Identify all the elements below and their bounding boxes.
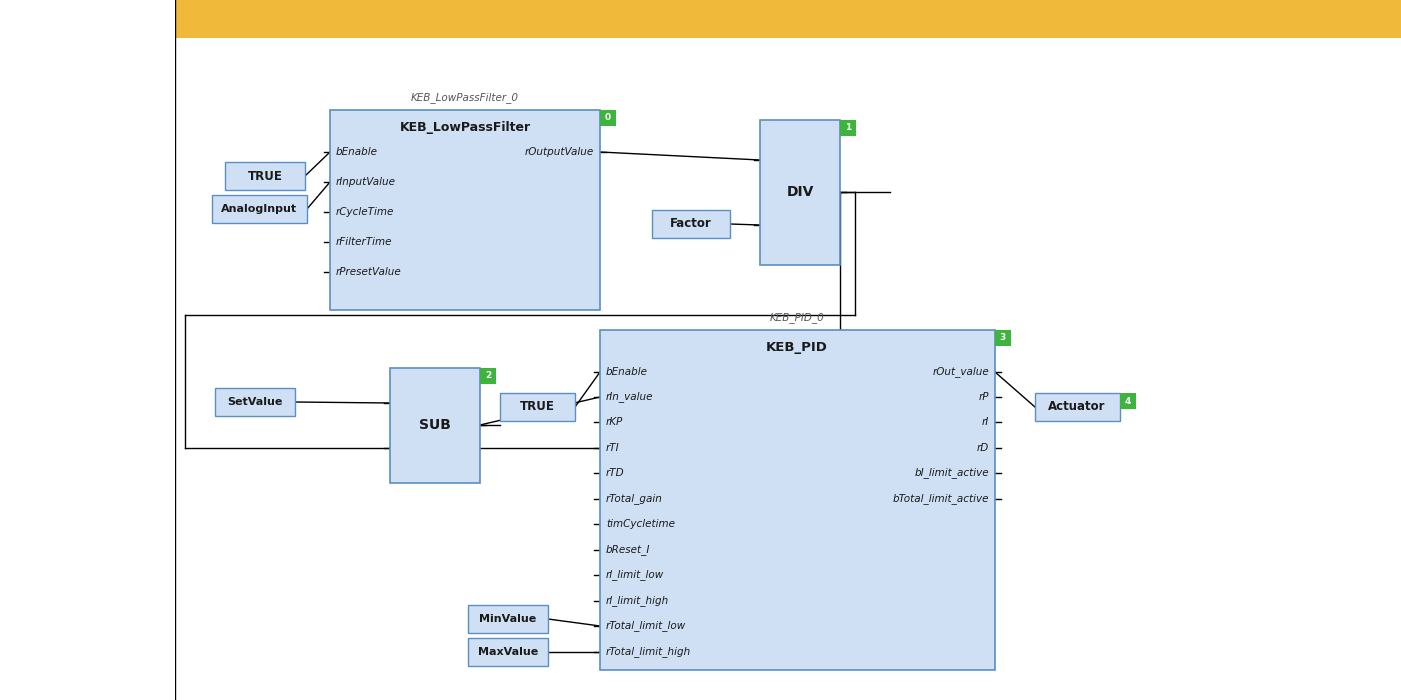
Text: 4: 4 — [1125, 396, 1131, 405]
Text: KEB_LowPassFilter: KEB_LowPassFilter — [399, 122, 531, 134]
Text: rOut_value: rOut_value — [932, 367, 989, 377]
Text: rInputValue: rInputValue — [336, 177, 396, 187]
Bar — [841, 120, 856, 136]
Text: rTD: rTD — [607, 468, 625, 478]
Text: rCycleTime: rCycleTime — [336, 207, 394, 217]
Bar — [600, 110, 616, 126]
Text: rTotal_limit_low: rTotal_limit_low — [607, 620, 686, 631]
Text: rFilterTime: rFilterTime — [336, 237, 392, 247]
Text: rTotal_gain: rTotal_gain — [607, 494, 663, 505]
Bar — [1119, 393, 1136, 409]
Text: rD: rD — [976, 443, 989, 453]
Text: bI_limit_active: bI_limit_active — [915, 468, 989, 479]
Text: 2: 2 — [21, 73, 35, 93]
Text: 3: 3 — [21, 121, 35, 141]
Bar — [600, 330, 995, 670]
Text: rTI: rTI — [607, 443, 619, 453]
Bar — [0, 59, 175, 99]
Text: TRUE: TRUE — [248, 169, 283, 183]
Bar — [175, 0, 1401, 38]
Text: Actuator: Actuator — [1048, 400, 1105, 414]
Text: DIV: DIV — [786, 185, 814, 199]
Text: rKP: rKP — [607, 417, 623, 427]
Text: KEB_PID: KEB_PID — [766, 342, 828, 354]
Bar — [226, 162, 305, 190]
Text: TRUE: TRUE — [520, 400, 555, 414]
Text: 0: 0 — [605, 113, 611, 122]
Bar — [1035, 393, 1119, 421]
Text: MaxValue: MaxValue — [478, 647, 538, 657]
Bar — [995, 330, 1012, 346]
Text: MinValue: MinValue — [479, 614, 537, 624]
Text: bEnable: bEnable — [336, 147, 378, 157]
Bar — [468, 605, 548, 633]
Text: ErrorHandling: ErrorHandling — [70, 125, 157, 137]
Bar — [0, 0, 175, 700]
Text: rl_limit_low: rl_limit_low — [607, 570, 664, 580]
Text: 3: 3 — [1000, 333, 1006, 342]
Text: bTotal_limit_active: bTotal_limit_active — [892, 494, 989, 505]
Text: 1: 1 — [845, 123, 852, 132]
Text: bEnable: bEnable — [607, 367, 649, 377]
Bar — [468, 638, 548, 666]
Text: rIn_value: rIn_value — [607, 391, 653, 402]
Bar — [651, 210, 730, 238]
Bar — [389, 368, 481, 483]
Text: Calculation: Calculation — [70, 76, 140, 90]
Bar — [481, 368, 496, 384]
Text: KEB_PID_0: KEB_PID_0 — [769, 312, 824, 323]
Text: rI: rI — [982, 417, 989, 427]
Text: 1: 1 — [21, 25, 35, 45]
Text: rOutputValue: rOutputValue — [525, 147, 594, 157]
Text: KEB_LowPassFilter_0: KEB_LowPassFilter_0 — [410, 92, 518, 104]
Text: SetValue: SetValue — [227, 397, 283, 407]
Text: AnalogInput: AnalogInput — [221, 204, 297, 214]
Text: rTotal_limit_high: rTotal_limit_high — [607, 647, 691, 657]
Bar — [212, 195, 307, 223]
Text: SUB: SUB — [419, 418, 451, 432]
Bar — [214, 388, 296, 416]
Text: timCycletime: timCycletime — [607, 519, 675, 529]
Text: 2: 2 — [485, 372, 492, 381]
Bar — [331, 110, 600, 310]
Bar — [500, 393, 574, 421]
Bar — [759, 120, 841, 265]
Text: bReset_I: bReset_I — [607, 545, 650, 556]
Text: rPresetValue: rPresetValue — [336, 267, 402, 277]
Text: Factor: Factor — [670, 218, 712, 230]
Text: rl_limit_high: rl_limit_high — [607, 596, 670, 606]
Text: Init: Init — [70, 29, 90, 41]
Text: rP: rP — [978, 392, 989, 402]
